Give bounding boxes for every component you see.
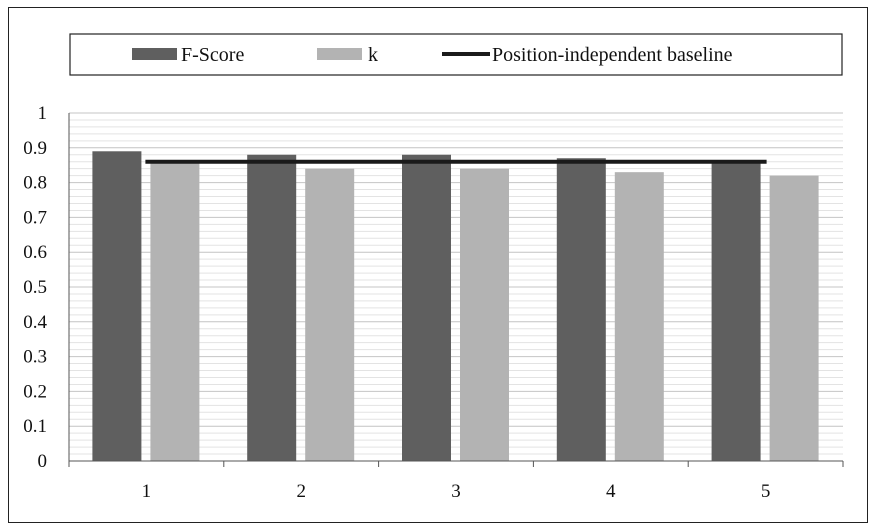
bars (92, 151, 819, 462)
x-tick-label: 2 (296, 481, 306, 502)
legend-label-position-independent-baseline: Position-independent baseline (492, 44, 733, 66)
bar-f-score-4 (556, 158, 606, 462)
x-tick-label: 1 (142, 481, 152, 502)
y-tick-label: 1 (38, 103, 48, 124)
bar-k-2 (305, 168, 355, 461)
y-tick-label: 0.6 (23, 242, 47, 263)
y-tick-label: 0.9 (23, 138, 47, 159)
x-tick-label: 4 (606, 481, 616, 502)
y-tick-label: 0.1 (23, 416, 47, 437)
y-tick-label: 0.8 (23, 173, 47, 194)
bar-f-score-2 (247, 154, 297, 461)
bar-f-score-3 (402, 154, 451, 461)
bar-k-3 (460, 168, 509, 461)
legend-label-k: k (368, 44, 378, 66)
bar-k-5 (769, 175, 819, 461)
y-tick-label: 0.2 (23, 381, 47, 402)
y-tick-label: 0 (38, 451, 48, 472)
legend-label-f-score: F-Score (181, 44, 244, 66)
y-tick-label: 0.4 (23, 312, 47, 333)
legend-swatch-k (317, 48, 362, 60)
bar-f-score-1 (92, 151, 142, 461)
y-tick-label: 0.5 (23, 277, 47, 298)
x-tick-label: 3 (451, 481, 461, 502)
x-tick-label: 5 (761, 481, 771, 502)
bar-k-1 (150, 161, 200, 461)
bar-k-4 (614, 172, 664, 461)
tick-labels: 0 0.1 0.2 0.3 0.4 0.5 0.6 0.7 0.8 0.9 1 1 2 3 4 5 (23, 103, 770, 502)
legend-swatch-f-score (132, 48, 177, 60)
bar-f-score-5 (711, 161, 761, 461)
y-tick-label: 0.3 (23, 347, 47, 368)
legend: F-Score k Position-independent baseline (69, 33, 843, 76)
axes (68, 113, 844, 467)
y-tick-label: 0.7 (23, 207, 47, 228)
